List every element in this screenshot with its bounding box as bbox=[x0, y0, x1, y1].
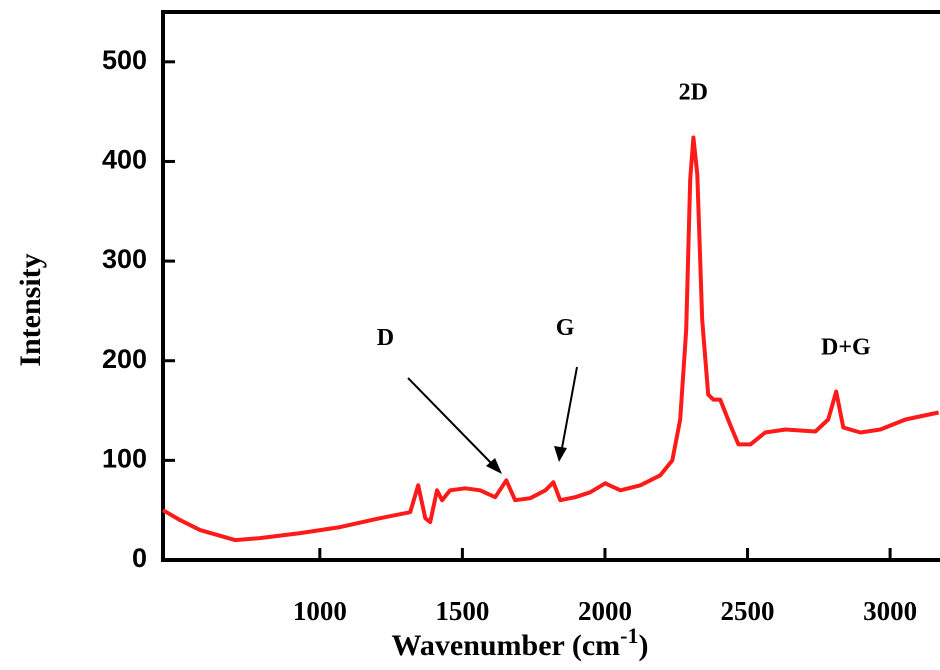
axes-frame bbox=[163, 10, 940, 562]
x-label-suffix: ) bbox=[638, 629, 648, 662]
x-tick-label: 2500 bbox=[721, 596, 775, 626]
x-tick-label: 1500 bbox=[435, 596, 489, 626]
y-tick-label: 400 bbox=[102, 145, 147, 175]
annotation: G bbox=[556, 315, 575, 341]
x-label-text: Wavenumber (cm bbox=[392, 629, 621, 662]
y-axis-label: Intensity bbox=[14, 253, 47, 366]
x-tick-label: 3000 bbox=[863, 596, 917, 626]
y-tick-label: 100 bbox=[102, 443, 147, 473]
x-label-sup: -1 bbox=[620, 623, 638, 648]
arrows bbox=[408, 367, 577, 474]
x-axis-label: Wavenumber (cm-1) bbox=[392, 623, 649, 662]
y-tick-label: 0 bbox=[132, 543, 147, 573]
annotation: D+G bbox=[821, 335, 871, 361]
y-tick-label: 300 bbox=[102, 244, 147, 274]
annotation: D bbox=[377, 325, 394, 351]
annotation: 2D bbox=[679, 80, 708, 106]
x-tick-label: 1000 bbox=[293, 596, 347, 626]
y-tick-label: 200 bbox=[102, 344, 147, 374]
y-tick-label: 500 bbox=[102, 45, 147, 75]
chart: Intensity Wavenumber (cm-1) 0 100 200 300 40… bbox=[0, 0, 940, 670]
x-tick-label: 2000 bbox=[578, 596, 632, 626]
